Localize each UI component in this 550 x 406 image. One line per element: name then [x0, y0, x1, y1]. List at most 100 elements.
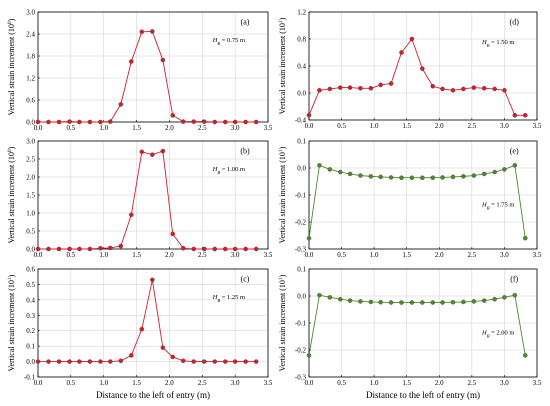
y-tick-label: 0.0: [297, 165, 306, 173]
x-tick-label: 3.5: [533, 251, 542, 259]
data-point: [202, 119, 207, 124]
x-axis-title: Distance to the left of entry (m): [366, 390, 480, 400]
data-point: [160, 148, 166, 154]
y-tick-label: -0.3: [295, 246, 307, 254]
data-point: [450, 88, 456, 93]
y-tick-label: 0.4: [26, 296, 35, 304]
data-point: [347, 85, 353, 90]
data-point: [243, 359, 248, 364]
y-tick-label: 2.4: [26, 31, 35, 39]
x-tick-label: 1.5: [132, 251, 141, 259]
data-point: [492, 169, 497, 175]
data-point: [212, 359, 218, 364]
data-point: [35, 119, 41, 125]
data-point: [87, 359, 93, 364]
data-point: [56, 119, 62, 125]
data-point: [87, 246, 93, 252]
data-point: [67, 119, 72, 124]
data-point: [430, 300, 436, 305]
data-point: [46, 359, 51, 364]
x-tick-label: 2.0: [165, 251, 174, 259]
x-tick-label: 0.5: [66, 251, 75, 259]
y-tick-label: -0.2: [295, 219, 307, 227]
data-point: [481, 298, 487, 303]
data-point: [409, 175, 415, 180]
y-tick-label: 0.4: [297, 63, 306, 71]
data-point: [317, 88, 322, 93]
x-tick-label: 2.5: [198, 251, 207, 259]
data-point: [399, 50, 404, 55]
y-tick-label: 1.8: [26, 53, 35, 61]
x-tick-label: 1.5: [132, 379, 141, 387]
data-point: [338, 296, 343, 302]
hb-label: HB = 1.00 m: [212, 166, 245, 175]
y-tick-label: 1.2: [26, 75, 35, 83]
data-point: [388, 300, 394, 305]
x-tick-label: 1.5: [402, 122, 411, 130]
x-tick-label: 3.5: [264, 251, 273, 259]
x-tick-label: 3.5: [533, 379, 542, 387]
x-tick-label: 2.5: [467, 251, 476, 259]
x-tick-label: 2.5: [467, 122, 476, 130]
data-point: [98, 246, 103, 251]
panel-label: (a): [241, 18, 250, 27]
data-point: [223, 359, 228, 364]
data-point: [87, 119, 93, 125]
y-tick-label: -0.2: [295, 347, 307, 355]
x-tick-label: 3.5: [533, 122, 542, 130]
data-point: [388, 175, 394, 180]
x-tick-label: 3.5: [264, 379, 273, 387]
data-point: [492, 86, 497, 92]
x-tick-label: 1.0: [370, 379, 379, 387]
x-tick-label: 3.0: [500, 251, 509, 259]
data-point: [150, 29, 155, 34]
x-tick-label: 1.0: [99, 124, 108, 132]
data-point: [202, 246, 207, 252]
y-tick-label: 0.0: [26, 246, 35, 254]
x-tick-label: 3.0: [500, 379, 509, 387]
y-tick-label: -0.1: [295, 192, 307, 200]
panel-a: 0.0 0.5 1.0 1.5 2.0 2.5 3.0 3.5 0.0 0.6 1.2 1.8 2.4 3…: [7, 9, 273, 133]
y-tick-label: 0.6: [26, 266, 35, 274]
panel-label: (d): [510, 17, 520, 26]
series-line: [308, 294, 526, 356]
y-tick-label: 2.5: [26, 156, 35, 164]
data-point: [253, 246, 259, 252]
y-tick-label: 0.0: [26, 358, 35, 366]
data-point: [67, 246, 72, 252]
data-point: [399, 175, 404, 180]
data-point: [46, 119, 51, 125]
data-point: [378, 174, 383, 180]
data-point: [67, 359, 72, 364]
data-point: [139, 149, 145, 155]
data-point: [129, 353, 134, 358]
x-tick-label: 2.5: [198, 379, 207, 387]
panel-b: 0.0 0.5 1.0 1.5 2.0 2.5 3.0 3.5 0.0 0.5 1.0 1.5 2.0 2…: [7, 138, 273, 260]
x-tick-label: 1.5: [132, 124, 141, 132]
data-point: [368, 299, 374, 305]
x-tick-label: 0.0: [305, 251, 314, 259]
y-tick-label: 0.5: [26, 228, 35, 236]
x-tick-label: 0.5: [66, 379, 75, 387]
data-point: [77, 359, 82, 364]
data-point: [358, 299, 363, 304]
data-point: [368, 174, 374, 179]
data-point: [191, 359, 196, 364]
data-point: [461, 299, 466, 305]
x-tick-label: 2.0: [435, 251, 444, 259]
data-point: [461, 86, 466, 92]
panel-label: (c): [241, 274, 250, 283]
hb-label: HB = 2.00 m: [481, 329, 514, 338]
panel-f: 0.0 0.5 1.0 1.5 2.0 2.5 3.0 3.5 -0.3 -0.2 -0.1 0.0 0…: [278, 266, 542, 388]
x-tick-label: 1.0: [99, 379, 108, 387]
y-tick-label: 3.0: [26, 138, 35, 146]
data-point: [430, 84, 436, 89]
data-point: [35, 359, 41, 364]
y-tick-label: 0.5: [26, 281, 35, 289]
y-axis-title: Vertical strain increment (101): [7, 274, 16, 371]
data-point: [471, 299, 477, 304]
data-point: [317, 163, 322, 168]
data-point: [150, 152, 155, 157]
x-tick-label: 1.0: [99, 251, 108, 259]
data-point: [440, 300, 445, 305]
